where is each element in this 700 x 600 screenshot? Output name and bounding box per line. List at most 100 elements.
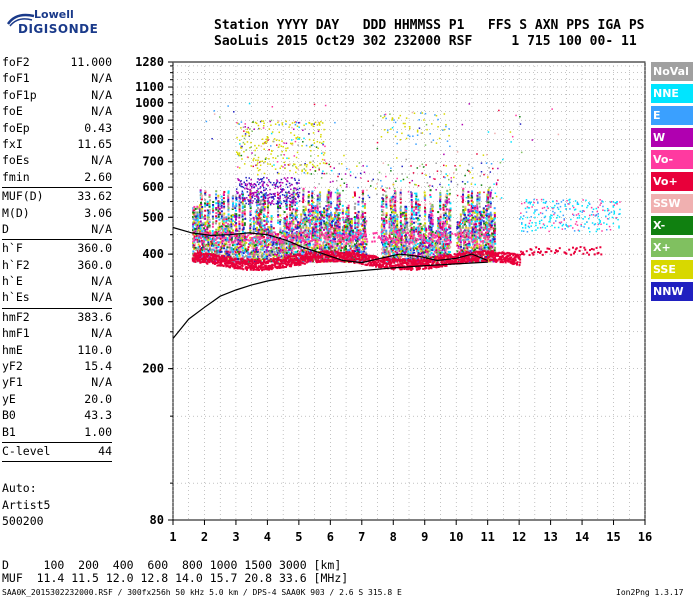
x-tick-label: 2 — [201, 530, 208, 544]
echo-point — [293, 243, 296, 246]
param-row: h`Es N/A — [2, 289, 112, 305]
echo-point — [301, 253, 304, 256]
echo-point — [483, 236, 486, 239]
echo-point — [445, 214, 448, 217]
echo-point — [227, 207, 230, 210]
y-tick-label: 400 — [142, 247, 164, 261]
echo-point — [236, 264, 239, 267]
echo-point — [314, 215, 317, 218]
echo-point — [355, 254, 358, 257]
echo-point — [353, 206, 356, 209]
echo-point — [251, 255, 254, 258]
echo-point — [381, 217, 384, 220]
echo-point — [304, 213, 307, 216]
echo-point — [269, 250, 272, 253]
echo-point — [228, 238, 231, 241]
echo-point — [262, 199, 265, 202]
echo-point — [194, 223, 197, 226]
echo-point — [442, 247, 445, 250]
echo-point — [275, 247, 278, 250]
echo-point — [491, 220, 494, 223]
echo-point — [417, 198, 420, 201]
echo-point — [391, 224, 394, 227]
echo-point — [470, 208, 473, 211]
echo-point — [486, 207, 489, 210]
echo-point — [266, 268, 269, 271]
echo-point — [442, 206, 445, 209]
param-name: hmF2 — [2, 309, 30, 324]
echo-point — [418, 244, 421, 247]
echo-point — [449, 251, 452, 254]
echo-point — [243, 223, 246, 226]
echo-point — [447, 250, 450, 253]
echo-point — [436, 250, 439, 253]
echo-point — [365, 253, 368, 256]
echo-point — [193, 231, 196, 234]
param-value: 15.4 — [84, 359, 112, 374]
echo-point — [204, 228, 207, 231]
echo-point — [220, 227, 223, 230]
echo-point — [337, 215, 340, 218]
echo-point — [235, 222, 238, 225]
echo-point — [192, 211, 195, 214]
echo-point — [406, 249, 409, 252]
echo-point — [197, 226, 200, 229]
echo-point — [470, 256, 473, 259]
echo-point — [488, 230, 491, 233]
echo-point — [444, 216, 447, 219]
echo-point — [410, 226, 413, 229]
echo-point — [386, 260, 389, 263]
echo-point — [400, 237, 403, 240]
echo-point — [244, 247, 247, 250]
echo-point — [234, 207, 237, 210]
echo-point — [468, 221, 471, 224]
echo-point — [203, 253, 206, 256]
echo-point — [331, 217, 334, 220]
echo-point — [489, 211, 492, 214]
echo-point — [263, 215, 266, 218]
echo-point — [338, 235, 341, 238]
echo-point — [302, 205, 305, 208]
echo-point — [430, 222, 433, 225]
echo-point — [285, 240, 288, 243]
echo-point — [236, 235, 239, 238]
echo-point — [203, 254, 206, 257]
echo-point — [232, 262, 235, 265]
echo-point — [203, 227, 206, 230]
echo-point — [315, 223, 318, 226]
echo-point — [476, 229, 479, 232]
echo-point — [459, 217, 462, 220]
echo-point — [294, 208, 297, 211]
echo-point — [225, 221, 228, 224]
echo-point — [265, 253, 268, 256]
echo-point — [307, 221, 310, 224]
echo-point — [484, 249, 487, 252]
param-row: foF1p N/A — [2, 87, 112, 103]
echo-point — [222, 259, 225, 262]
echo-point — [283, 217, 286, 220]
echo-point — [248, 260, 251, 263]
echo-point — [449, 245, 452, 248]
echo-point — [488, 234, 491, 237]
echo-point — [303, 253, 306, 256]
echo-point — [314, 234, 317, 237]
echo-point — [336, 253, 339, 256]
echo-point — [383, 223, 386, 226]
echo-point — [423, 206, 426, 209]
echo-point — [365, 223, 368, 226]
echo-point — [333, 227, 336, 230]
echo-point — [311, 205, 314, 208]
param-name: C-level — [2, 443, 51, 458]
echo-point — [277, 252, 280, 255]
echo-point — [296, 242, 299, 245]
echo-point — [417, 249, 420, 252]
echo-point — [345, 225, 348, 228]
echo-point — [302, 197, 305, 200]
echo-point — [209, 238, 212, 241]
echo-point — [201, 205, 204, 208]
echo-point — [245, 261, 248, 264]
echo-point — [479, 221, 482, 224]
echo-point — [227, 210, 230, 213]
echo-point — [309, 250, 312, 253]
echo-point — [390, 211, 393, 214]
